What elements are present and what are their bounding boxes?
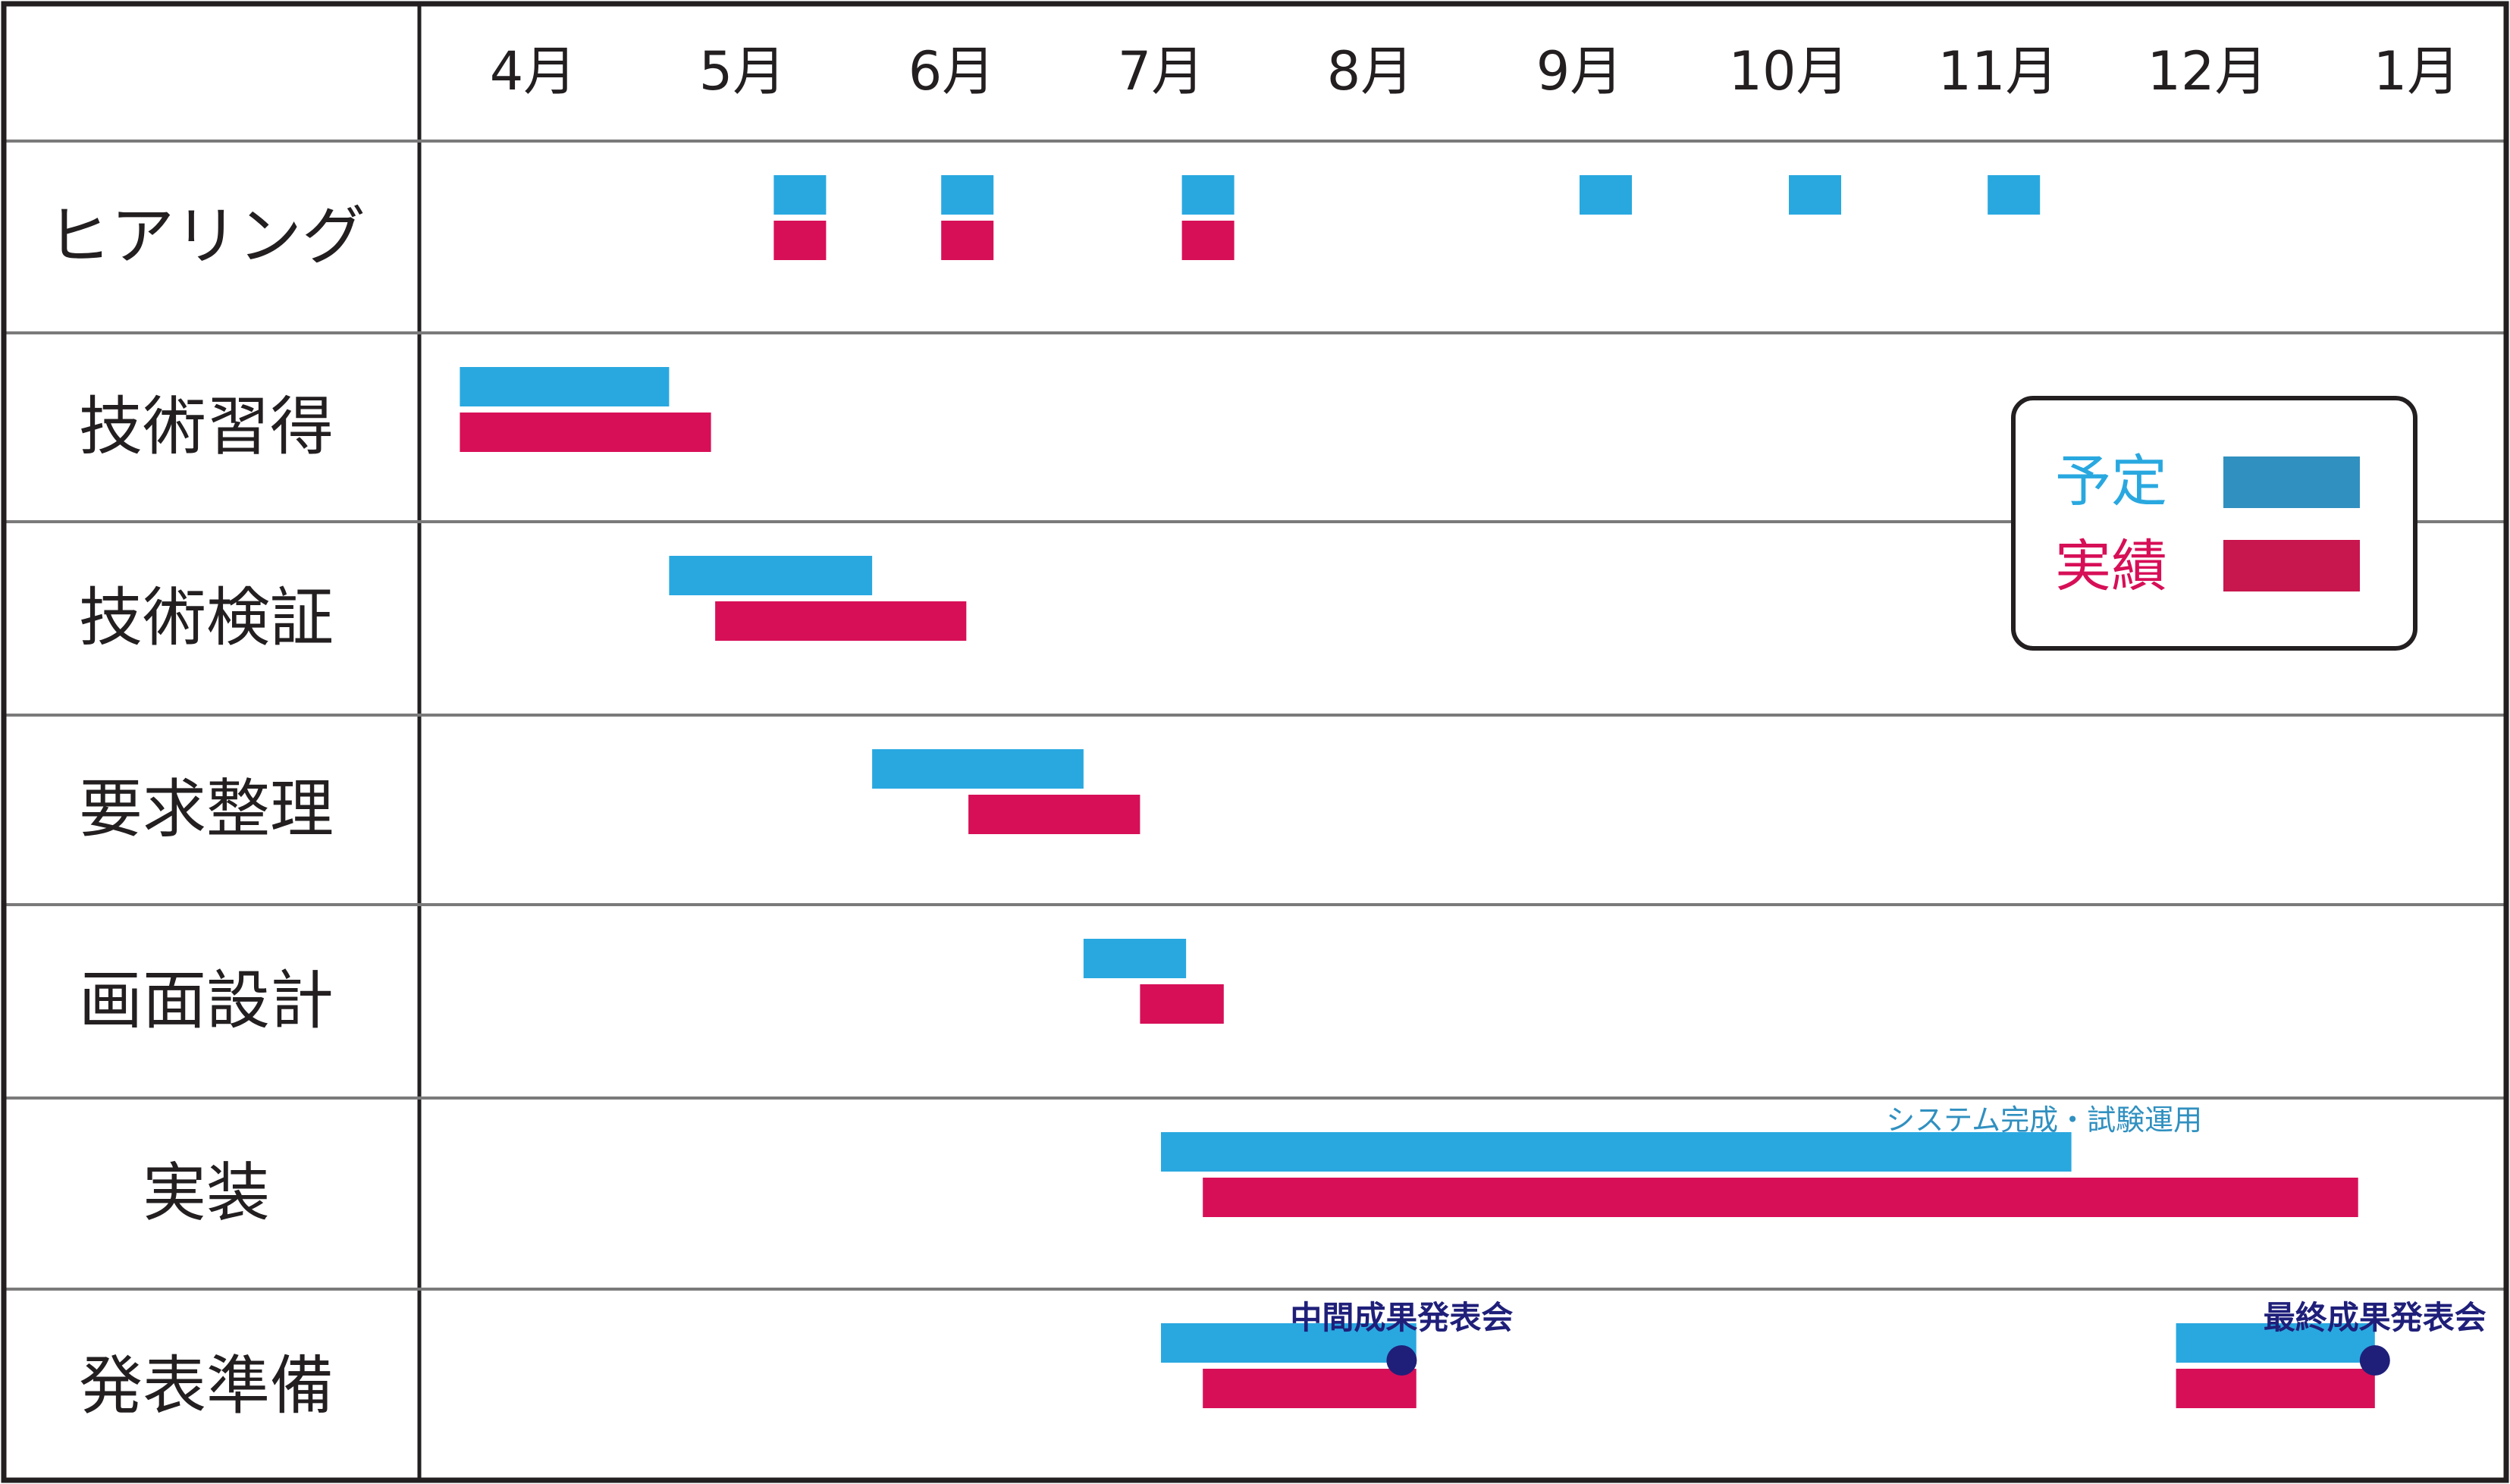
planned-bar [773,175,827,215]
actual-bar [968,795,1140,834]
month-label: 11月 [1937,40,2058,102]
milestone-label: 中間成果発表会 [1290,1299,1513,1336]
month-label: 10月 [1728,40,1849,102]
planned-bar [1789,175,1841,215]
planned-bar [669,556,873,595]
planned-bar [941,175,994,215]
milestone-marker [2359,1345,2390,1376]
actual-bar [2176,1369,2375,1408]
month-axis: 4月 5月 6月 7月 8月 9月 10月 11月 12月 1月 [490,40,2461,102]
task-label: 技術習得 [79,390,334,464]
actual-bar [715,601,967,641]
task-label: 画面設計 [79,964,334,1038]
task-label: 要求整理 [79,772,334,846]
month-label: 9月 [1536,40,1624,102]
milestone-label: 最終成果発表会 [2264,1299,2486,1336]
task-label: ヒアリング [47,199,366,274]
planned-bar [1181,175,1235,215]
actual-bar [460,413,711,452]
planned-bar [2176,1323,2375,1363]
legend-label-planned: 予定 [2055,449,2167,514]
task-label: 技術検証 [79,581,334,655]
month-label: 1月 [2374,40,2461,102]
actual-bar [773,221,827,260]
planned-bar [460,367,670,406]
planned-bar [1083,939,1187,978]
month-label: 4月 [490,40,577,102]
legend-box [2011,396,2417,651]
planned-bar [1161,1323,1417,1363]
annotation-text: システム完成・試験運用 [1886,1103,2202,1137]
month-label: 7月 [1118,40,1205,102]
task-label: 実装 [143,1156,270,1230]
planned-bar [872,749,1084,789]
legend-label-actual: 実績 [2055,534,2167,599]
task-label: 発表準備 [79,1349,334,1423]
month-label: 5月 [699,40,786,102]
actual-bar [1203,1178,2358,1217]
planned-bar [1988,175,2041,215]
legend: 予定 実績 [2011,396,2417,651]
actual-bar [1203,1369,1417,1408]
legend-swatch-planned [2223,456,2360,508]
actual-bar [1181,221,1235,260]
actual-bar [941,221,994,260]
month-label: 6月 [908,40,996,102]
legend-swatch-actual [2223,540,2360,591]
grid-lines [4,4,2506,1480]
month-label: 8月 [1327,40,1414,102]
milestone-marker [1386,1345,1417,1376]
planned-bar [1580,175,1632,215]
actual-bar [1140,984,1224,1024]
task-bars [460,175,2375,1408]
planned-bar [1161,1132,2072,1172]
month-label: 12月 [2147,40,2267,102]
